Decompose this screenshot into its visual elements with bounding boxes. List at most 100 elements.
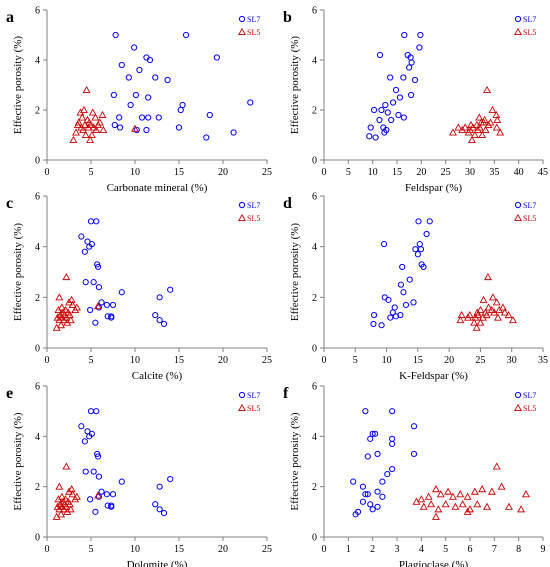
point-sl5 bbox=[57, 321, 66, 329]
legend-label: SL5 bbox=[247, 28, 260, 37]
point-sl7 bbox=[131, 44, 138, 51]
point-sl7 bbox=[370, 320, 377, 328]
point-sl5 bbox=[55, 316, 64, 324]
point-sl7 bbox=[112, 31, 119, 39]
point-sl5 bbox=[434, 505, 443, 513]
point-sl7 bbox=[118, 61, 125, 69]
point-sl5 bbox=[478, 485, 487, 493]
point-sl5 bbox=[99, 125, 108, 134]
point-sl5 bbox=[492, 123, 501, 131]
x-tick-label: 6 bbox=[468, 544, 473, 555]
y-tick-label: 0 bbox=[312, 533, 317, 544]
x-tick-label: 5 bbox=[353, 355, 358, 366]
point-sl7 bbox=[370, 311, 378, 319]
point-sl5 bbox=[482, 310, 491, 319]
point-sl5 bbox=[62, 462, 71, 470]
point-sl5 bbox=[479, 295, 488, 303]
legend-marker bbox=[238, 201, 246, 209]
panel-label: d bbox=[283, 195, 292, 212]
point-sl5 bbox=[98, 110, 107, 119]
point-sl5 bbox=[479, 118, 488, 126]
point-sl5 bbox=[87, 120, 95, 129]
point-sl5 bbox=[65, 298, 73, 306]
point-sl7 bbox=[94, 453, 102, 460]
point-sl7 bbox=[182, 31, 190, 39]
point-sl7 bbox=[359, 498, 367, 505]
point-sl7 bbox=[78, 233, 85, 240]
point-sl7 bbox=[98, 488, 105, 495]
y-tick-label: 6 bbox=[312, 192, 317, 203]
legend-marker bbox=[238, 213, 246, 222]
x-tick-label: 30 bbox=[465, 167, 475, 178]
point-sl7 bbox=[104, 313, 111, 320]
point-sl7 bbox=[410, 299, 417, 306]
panel-c: 0 2 4 6 0 5 10 15 20 25 Calcite (%) Effective poros… bbox=[6, 192, 272, 383]
x-axis-label: Carbonate mineral (%) bbox=[107, 182, 208, 194]
point-sl7 bbox=[109, 301, 117, 309]
point-sl5 bbox=[436, 490, 445, 498]
point-sl5 bbox=[66, 316, 75, 324]
point-sl7 bbox=[401, 31, 408, 39]
point-sl5 bbox=[488, 105, 497, 114]
point-sl7 bbox=[396, 94, 404, 101]
point-sl5 bbox=[82, 85, 91, 94]
point-sl7 bbox=[93, 408, 100, 415]
point-sl7 bbox=[367, 501, 374, 508]
x-tick-label: 5 bbox=[443, 544, 448, 555]
x-tick-label: 35 bbox=[538, 355, 548, 366]
point-sl7 bbox=[95, 473, 103, 480]
legend-label: SL7 bbox=[247, 15, 260, 24]
point-sl7 bbox=[387, 74, 394, 81]
point-sl7 bbox=[416, 44, 423, 51]
point-sl5 bbox=[483, 272, 492, 281]
x-tick-label: 3 bbox=[395, 544, 400, 555]
legend-marker bbox=[514, 27, 522, 36]
point-sl7 bbox=[376, 51, 384, 59]
point-sl7 bbox=[426, 218, 433, 225]
point-sl7 bbox=[167, 286, 174, 293]
y-tick-label: 0 bbox=[35, 533, 40, 544]
point-sl5 bbox=[483, 85, 491, 94]
point-sl5 bbox=[72, 303, 81, 311]
point-sl5 bbox=[57, 510, 66, 518]
legend-label: SL7 bbox=[247, 391, 260, 400]
point-sl7 bbox=[82, 279, 89, 286]
point-sl7 bbox=[380, 241, 388, 248]
point-sl5 bbox=[466, 505, 474, 513]
legend-label: SL7 bbox=[523, 201, 536, 210]
point-sl7 bbox=[86, 243, 93, 250]
point-sl5 bbox=[72, 492, 81, 500]
point-sl7 bbox=[82, 468, 89, 475]
point-sl5 bbox=[431, 512, 440, 520]
legend-label: SL7 bbox=[247, 201, 260, 210]
point-sl7 bbox=[136, 66, 143, 74]
point-sl5 bbox=[419, 502, 428, 510]
point-sl7 bbox=[87, 306, 94, 314]
x-tick-label: 0 bbox=[45, 167, 50, 178]
y-tick-label: 2 bbox=[35, 106, 40, 117]
point-sl5 bbox=[464, 128, 473, 136]
x-tick-label: 25 bbox=[262, 544, 272, 555]
point-sl5 bbox=[470, 130, 479, 139]
panel-label: c bbox=[6, 195, 13, 212]
y-tick-label: 2 bbox=[35, 293, 40, 304]
point-sl7 bbox=[397, 311, 404, 319]
point-sl5 bbox=[473, 125, 482, 134]
point-sl5 bbox=[473, 310, 482, 319]
point-sl5 bbox=[444, 487, 453, 495]
point-sl5 bbox=[457, 310, 466, 319]
point-sl7 bbox=[81, 438, 88, 445]
point-sl5 bbox=[54, 495, 63, 503]
x-tick-label: 2 bbox=[370, 544, 375, 555]
point-sl5 bbox=[471, 313, 480, 321]
point-sl5 bbox=[498, 303, 507, 311]
point-sl7 bbox=[408, 59, 415, 66]
point-sl5 bbox=[456, 490, 465, 498]
y-tick-label: 0 bbox=[35, 344, 40, 355]
x-axis-label: Plagioclase (%) bbox=[399, 559, 469, 567]
point-sl7 bbox=[152, 74, 159, 81]
y-axis-label: Effective porosity (%) bbox=[289, 36, 301, 134]
x-axis-label: K-Feldspar (%) bbox=[399, 370, 468, 382]
x-tick-label: 1 bbox=[346, 544, 351, 555]
